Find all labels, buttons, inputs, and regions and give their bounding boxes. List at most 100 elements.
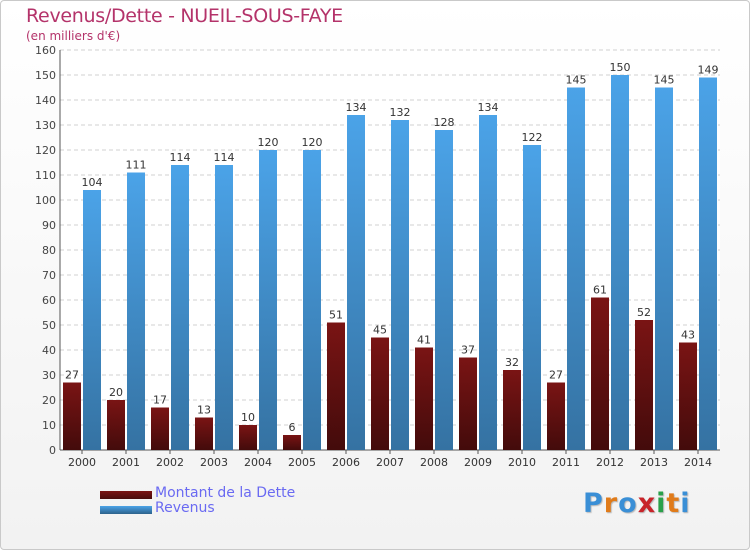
bar-revenus xyxy=(347,115,365,450)
bar-dette xyxy=(415,347,433,450)
bar-dette xyxy=(635,320,653,450)
x-tick-label: 2005 xyxy=(288,456,316,469)
bar-revenus xyxy=(303,150,321,450)
x-tick-label: 2003 xyxy=(200,456,228,469)
bar-dette xyxy=(283,435,301,450)
bar-dette xyxy=(107,400,125,450)
data-label-dette: 6 xyxy=(289,421,296,434)
proxiti-logo[interactable]: Proxiti xyxy=(583,488,691,519)
y-tick-label: 130 xyxy=(35,119,56,132)
logo-letter: o xyxy=(618,488,638,519)
bar-revenus xyxy=(699,77,717,450)
bar-revenus xyxy=(391,120,409,450)
y-tick-label: 40 xyxy=(42,344,56,357)
bar-dette xyxy=(63,382,81,450)
chart-subtitle: (en milliers d'€) xyxy=(26,29,121,43)
data-label-dette: 61 xyxy=(593,284,607,297)
x-tick-label: 2000 xyxy=(68,456,96,469)
logo-letter: x xyxy=(637,488,657,519)
bar-dette xyxy=(151,407,169,450)
bar-revenus xyxy=(171,165,189,450)
legend-swatch-revenus xyxy=(100,506,152,514)
logo-letter: i xyxy=(680,488,691,519)
bar-revenus xyxy=(215,165,233,450)
x-tick-label: 2009 xyxy=(464,456,492,469)
x-tick-label: 2014 xyxy=(684,456,712,469)
bar-revenus xyxy=(655,87,673,450)
data-label-dette: 45 xyxy=(373,324,387,337)
bar-dette xyxy=(591,297,609,450)
x-tick-label: 2013 xyxy=(640,456,668,469)
y-tick-label: 50 xyxy=(42,319,56,332)
data-label-revenus: 122 xyxy=(522,131,543,144)
y-tick-label: 80 xyxy=(42,244,56,257)
data-label-revenus: 104 xyxy=(82,176,103,189)
x-tick-label: 2008 xyxy=(420,456,448,469)
data-label-dette: 27 xyxy=(65,369,79,382)
data-label-revenus: 120 xyxy=(258,136,279,149)
data-label-revenus: 145 xyxy=(566,74,587,87)
data-label-revenus: 120 xyxy=(302,136,323,149)
logo-letter: i xyxy=(656,488,667,519)
bar-dette xyxy=(679,342,697,450)
data-label-dette: 51 xyxy=(329,309,343,322)
bar-revenus xyxy=(523,145,541,450)
y-tick-label: 150 xyxy=(35,69,56,82)
y-tick-label: 120 xyxy=(35,144,56,157)
x-tick-label: 2001 xyxy=(112,456,140,469)
y-tick-label: 140 xyxy=(35,94,56,107)
data-label-dette: 41 xyxy=(417,334,431,347)
bar-revenus xyxy=(127,172,145,450)
bar-revenus xyxy=(611,75,629,450)
bar-revenus xyxy=(479,115,497,450)
data-label-revenus: 150 xyxy=(610,61,631,74)
y-tick-label: 100 xyxy=(35,194,56,207)
x-tick-label: 2010 xyxy=(508,456,536,469)
logo-letter: r xyxy=(603,488,619,519)
data-label-revenus: 134 xyxy=(478,101,499,114)
data-label-dette: 32 xyxy=(505,356,519,369)
bar-revenus xyxy=(259,150,277,450)
bar-dette xyxy=(239,425,257,450)
logo-letter: t xyxy=(666,488,681,519)
bar-revenus xyxy=(83,190,101,450)
data-label-revenus: 128 xyxy=(434,116,455,129)
x-tick-label: 2006 xyxy=(332,456,360,469)
x-tick-label: 2011 xyxy=(552,456,580,469)
y-tick-label: 30 xyxy=(42,369,56,382)
legend-label-dette: Montant de la Dette xyxy=(155,485,296,501)
bar-dette xyxy=(327,322,345,450)
logo-letter: P xyxy=(583,488,604,519)
bar-revenus xyxy=(567,87,585,450)
data-label-dette: 52 xyxy=(637,306,651,319)
data-label-dette: 37 xyxy=(461,344,475,357)
bar-dette xyxy=(547,382,565,450)
data-label-dette: 43 xyxy=(681,329,695,342)
x-tick-label: 2012 xyxy=(596,456,624,469)
bar-dette xyxy=(459,357,477,450)
y-tick-label: 160 xyxy=(35,44,56,57)
x-tick-label: 2007 xyxy=(376,456,404,469)
legend-swatch-dette xyxy=(100,491,152,499)
chart-title: Revenus/Dette - NUEIL-SOUS-FAYE xyxy=(26,5,343,27)
y-tick-label: 0 xyxy=(49,444,56,457)
y-tick-label: 20 xyxy=(42,394,56,407)
bar-dette xyxy=(503,370,521,450)
legend-label-revenus: Revenus xyxy=(155,500,215,516)
data-label-dette: 27 xyxy=(549,369,563,382)
y-tick-label: 10 xyxy=(42,419,56,432)
data-label-dette: 17 xyxy=(153,394,167,407)
bar-dette xyxy=(195,417,213,450)
y-tick-label: 90 xyxy=(42,219,56,232)
data-label-dette: 13 xyxy=(197,404,211,417)
data-label-revenus: 114 xyxy=(170,151,191,164)
bar-dette xyxy=(371,337,389,450)
data-label-revenus: 132 xyxy=(390,106,411,119)
data-label-revenus: 134 xyxy=(346,101,367,114)
y-tick-label: 110 xyxy=(35,169,56,182)
bar-revenus xyxy=(435,130,453,450)
y-tick-label: 60 xyxy=(42,294,56,307)
y-tick-label: 70 xyxy=(42,269,56,282)
data-label-revenus: 114 xyxy=(214,151,235,164)
